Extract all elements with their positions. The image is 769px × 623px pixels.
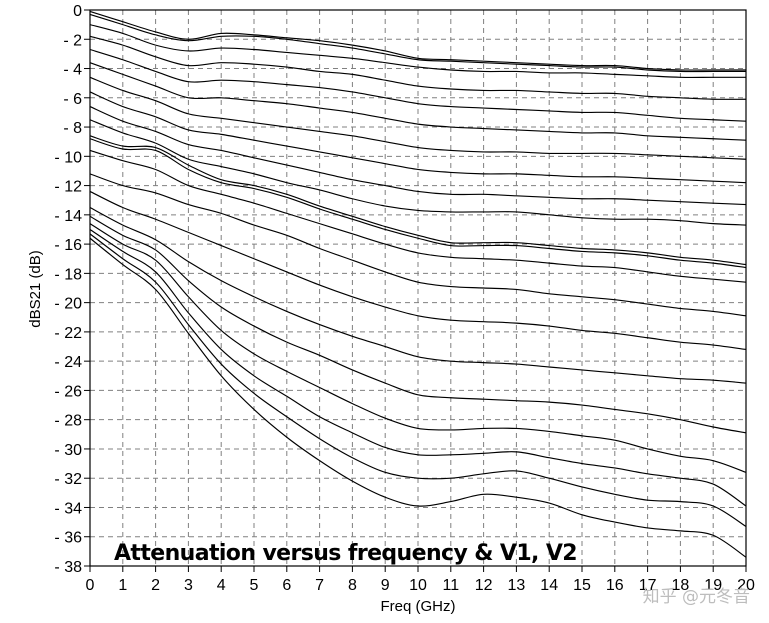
y-tick-label: - 26 [54, 383, 82, 400]
x-tick-label: 5 [250, 577, 259, 594]
watermark-text: 知乎 @元冬音 [643, 587, 750, 607]
series-line-curve-1 [89, 10, 746, 71]
series-group [89, 10, 747, 558]
x-tick-label: 4 [217, 577, 226, 594]
series-line-curve-13 [89, 149, 747, 283]
x-tick-label: 7 [315, 577, 324, 594]
series-line-curve-21 [89, 237, 747, 558]
x-tick-label: 10 [409, 577, 427, 594]
series-line-curve-12 [89, 138, 747, 269]
y-tick-labels: 0 - 2 - 4 - 6 - 8 - 10 - 12 - 14 - 16 - 18 - 20 - 2… [54, 3, 82, 576]
series-line-curve-9 [89, 106, 747, 206]
series-line-curve-18 [89, 223, 747, 473]
series-line-curve-2 [89, 13, 746, 73]
y-tick-label: - 8 [63, 120, 82, 137]
y-tick-label: - 4 [63, 62, 82, 79]
x-tick-label: 9 [381, 577, 390, 594]
x-tick-label: 11 [442, 577, 459, 594]
y-tick-label: - 18 [54, 266, 82, 283]
series-line-curve-15 [89, 190, 747, 351]
y-tick-label: - 14 [54, 208, 82, 225]
y-tick-label: - 2 [63, 32, 82, 49]
grid [90, 10, 746, 566]
x-tick-label: 0 [86, 577, 95, 594]
series-line-curve-4 [89, 35, 747, 100]
y-axis-label: dBS21 (dB) [27, 250, 44, 328]
x-tick-label: 6 [282, 577, 291, 594]
series-line-curve-20 [89, 233, 747, 527]
y-tick-label: - 28 [54, 413, 82, 430]
y-tick-label: - 24 [54, 354, 82, 371]
x-tick-label: 20 [737, 577, 755, 594]
x-tick-label: 16 [606, 577, 624, 594]
x-tick-label: 3 [184, 577, 193, 594]
y-tick-label: - 38 [54, 559, 82, 576]
series-line-curve-19 [89, 228, 747, 507]
series-line-curve-6 [89, 62, 747, 141]
y-tick-label: - 16 [54, 237, 82, 254]
series-line-curve-5 [89, 48, 747, 122]
x-tick-labels: 0 1 2 3 4 5 6 7 8 9 10 11 12 13 14 15 16 17 18 19 20 [86, 577, 755, 594]
series-line-curve-7 [89, 76, 747, 160]
x-tick-label: 12 [475, 577, 493, 594]
x-tick-label: 1 [118, 577, 127, 594]
x-tick-label: 14 [540, 577, 558, 594]
x-tick-label: 19 [704, 577, 722, 594]
x-tick-label: 2 [151, 577, 160, 594]
series-line-curve-17 [89, 215, 747, 434]
y-tick-label: - 30 [54, 442, 82, 459]
x-tick-label: 15 [573, 577, 591, 594]
series-line-curve-10 [89, 119, 747, 226]
series-line-curve-3 [89, 24, 746, 78]
chart-annotation: Attenuation versus frequency & V1, V2 [114, 541, 577, 566]
series-line-curve-14 [89, 173, 747, 317]
y-tick-label: 0 [73, 3, 82, 20]
y-tick-label: - 34 [54, 500, 82, 517]
x-tick-label: 18 [672, 577, 690, 594]
tick-marks [84, 9, 747, 572]
series-line-curve-11 [89, 135, 747, 266]
x-tick-label: 17 [639, 577, 657, 594]
y-tick-label: - 10 [54, 149, 82, 166]
y-tick-label: - 36 [54, 530, 82, 547]
x-axis-label: Freq (GHz) [381, 598, 456, 615]
y-tick-label: - 20 [54, 296, 82, 313]
x-tick-label: 13 [508, 577, 526, 594]
series-line-curve-16 [89, 207, 747, 384]
y-tick-label: - 6 [63, 91, 82, 108]
x-tick-label: 8 [348, 577, 357, 594]
y-tick-label: - 12 [54, 179, 82, 196]
series-line-curve-8 [89, 91, 747, 184]
y-tick-label: - 32 [54, 471, 82, 488]
y-tick-label: - 22 [54, 325, 82, 342]
